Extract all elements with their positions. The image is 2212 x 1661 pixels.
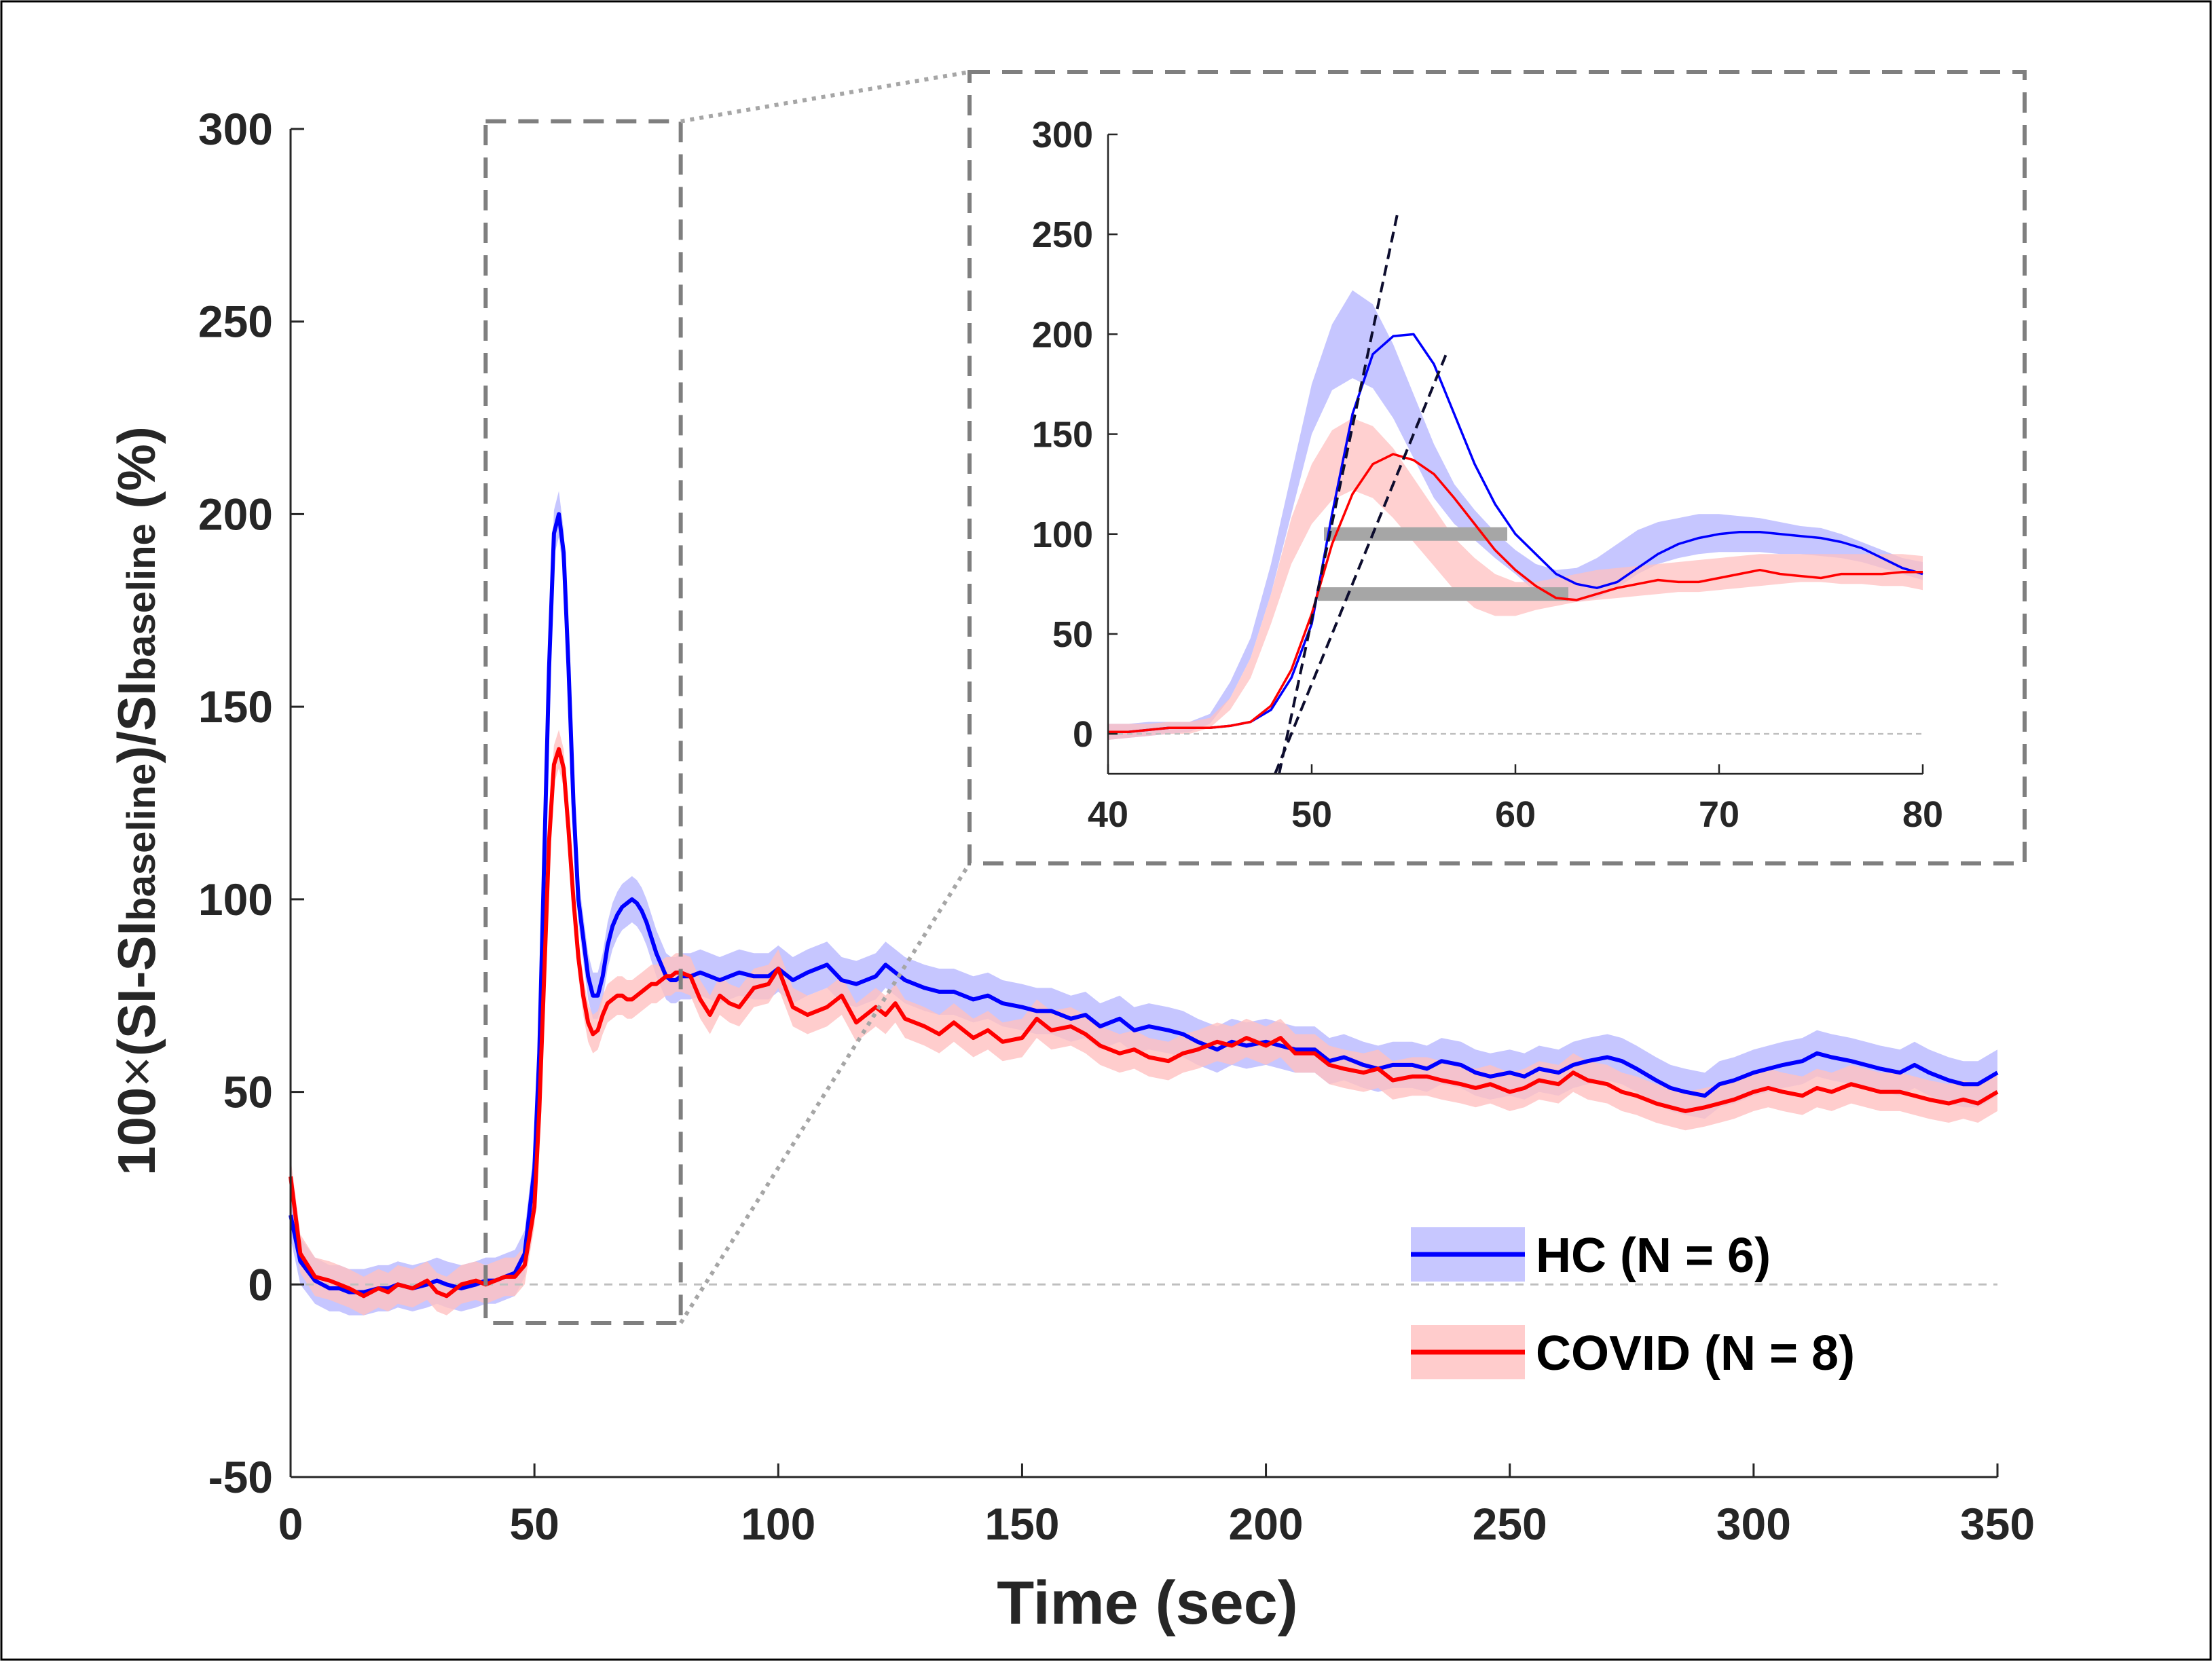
inset-tangent-lines [1274, 214, 1448, 774]
inset-y-tick-label: 150 [1032, 415, 1093, 455]
main-series-lines [289, 512, 1999, 1299]
inset-y-tick-labels: 0 50 100 150 200 250 300 [1032, 115, 1093, 755]
main-x-tick-label: 150 [984, 1499, 1059, 1549]
inset-y-tick-label: 200 [1032, 314, 1093, 355]
main-y-tick-labels: -50 0 50 100 150 200 250 300 [198, 104, 273, 1502]
main-y-tick-label: 250 [198, 297, 273, 347]
main-y-tick-label: 100 [198, 874, 273, 925]
main-x-tick-label: 0 [278, 1499, 303, 1549]
inset-axes [1107, 133, 1924, 775]
zoom-box [483, 119, 683, 1326]
main-axes [289, 128, 1999, 1478]
legend-label-covid: COVID (N = 8) [1536, 1326, 1855, 1381]
inset-x-tick-label: 60 [1495, 794, 1536, 835]
main-band-hc [291, 491, 1997, 1315]
inset-y-tick-label: 0 [1073, 714, 1093, 755]
main-x-tick-label: 350 [1960, 1499, 2035, 1549]
main-x-tick-label: 200 [1229, 1499, 1304, 1549]
inset-half-height-bars [1318, 527, 1568, 601]
y-axis-title-part: 100 [107, 1087, 166, 1176]
legend: HC (N = 6) COVID (N = 8) [1411, 1227, 1855, 1381]
main-y-tick-label: 50 [223, 1067, 273, 1117]
y-axis-title-part: (%) [107, 426, 166, 523]
main-y-tick-label: 150 [198, 682, 273, 732]
x-axis-title: Time (sec) [997, 1569, 1298, 1637]
inset-frame [967, 70, 2027, 865]
main-x-tick-label: 250 [1473, 1499, 1547, 1549]
y-axis-title-subscript: baseline [119, 523, 164, 681]
y-axis-title-part: )/SI [107, 681, 166, 763]
inset-band-covid [1108, 418, 1923, 740]
inset-series-lines [1108, 333, 1923, 733]
inset-x-tick-labels: 40 50 60 70 80 [1088, 794, 1943, 835]
y-axis-title-part: × [107, 1056, 166, 1087]
main-line-covid [289, 747, 1999, 1299]
inset-x-tick-label: 70 [1699, 794, 1739, 835]
main-x-tick-label: 300 [1716, 1499, 1791, 1549]
inset-x-tick-label: 80 [1902, 794, 1943, 835]
inset-tangent-line [1278, 214, 1399, 774]
inset-tangent-line [1274, 354, 1448, 774]
main-x-tick-labels: 0 50 100 150 200 250 300 350 [278, 1499, 2035, 1549]
inset-x-tick-label: 50 [1291, 794, 1332, 835]
inset-line-covid [1108, 453, 1923, 733]
inset-x-tick-label: 40 [1088, 794, 1128, 835]
main-line-hc [289, 512, 1999, 1294]
main-y-tick-label: 0 [248, 1259, 273, 1309]
main-y-tick-label: -50 [208, 1452, 273, 1502]
zoom-connector-top [680, 70, 970, 124]
inset-y-tick-label: 300 [1032, 115, 1093, 155]
y-axis-title: 100×(SI-SIbaseline)/SIbaseline (%) [107, 426, 166, 1176]
main-plot: 0 50 100 150 200 250 300 350 -50050100150200250… [107, 70, 2035, 1637]
y-axis-title-subscript: baseline [119, 764, 164, 921]
main-x-tick-label: 100 [741, 1499, 815, 1549]
main-y-tick-label: 200 [198, 489, 273, 539]
y-axis-title-part: (SI-SI [107, 921, 166, 1056]
main-confidence-bands [291, 491, 1997, 1315]
inset-band-hc [1108, 290, 1923, 741]
inset-plot: 40 50 60 70 80 0 50 100 150 200 250 300 [967, 70, 2027, 865]
legend-label-hc: HC (N = 6) [1536, 1229, 1771, 1283]
main-x-tick-label: 50 [509, 1499, 559, 1549]
inset-confidence-bands [1108, 290, 1923, 741]
inset-y-tick-label: 250 [1032, 214, 1093, 255]
main-y-tick-label: 300 [198, 104, 273, 154]
inset-y-tick-label: 100 [1032, 515, 1093, 555]
inset-y-tick-label: 50 [1052, 614, 1093, 655]
